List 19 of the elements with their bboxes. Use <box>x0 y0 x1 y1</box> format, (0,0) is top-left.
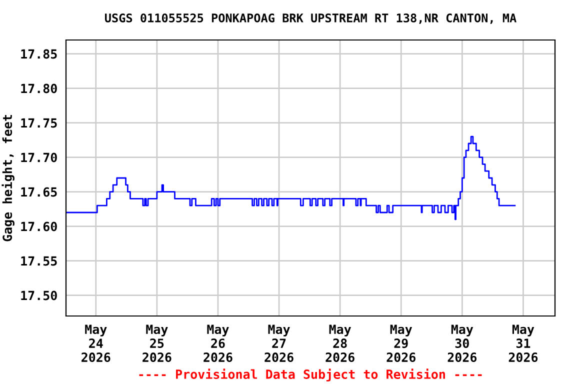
y-tick-label: 17.70 <box>21 152 57 162</box>
chart-title: USGS 011055525 PONKAPOAG BRK UPSTREAM RT 138,NR CANTON, MA <box>105 13 516 24</box>
x-tick-label: May 31 2026 <box>508 324 538 362</box>
x-tick-label: May 24 2026 <box>82 324 110 362</box>
y-tick-label: 17.80 <box>21 84 57 94</box>
x-tick-label: May 29 2026 <box>386 324 416 362</box>
y-tick-label: 17.85 <box>21 49 57 59</box>
y-tick-label: 17.50 <box>21 290 57 300</box>
x-tick-label: May 25 2026 <box>142 324 172 362</box>
x-tick-label: May 26 2026 <box>204 324 232 362</box>
x-tick-label: May 30 2026 <box>448 324 477 362</box>
y-axis-title: Gage height, feet <box>2 115 14 242</box>
y-tick-label: 17.55 <box>21 256 57 266</box>
y-tick-label: 17.60 <box>21 222 57 232</box>
y-tick-label: 17.65 <box>21 187 57 197</box>
x-tick-label: May 28 2026 <box>326 324 354 362</box>
x-tick-label: May 27 2026 <box>264 324 294 362</box>
y-tick-label: 17.75 <box>21 118 57 128</box>
text: ---- Provisional Data Subject to Revision ---- <box>139 368 482 382</box>
